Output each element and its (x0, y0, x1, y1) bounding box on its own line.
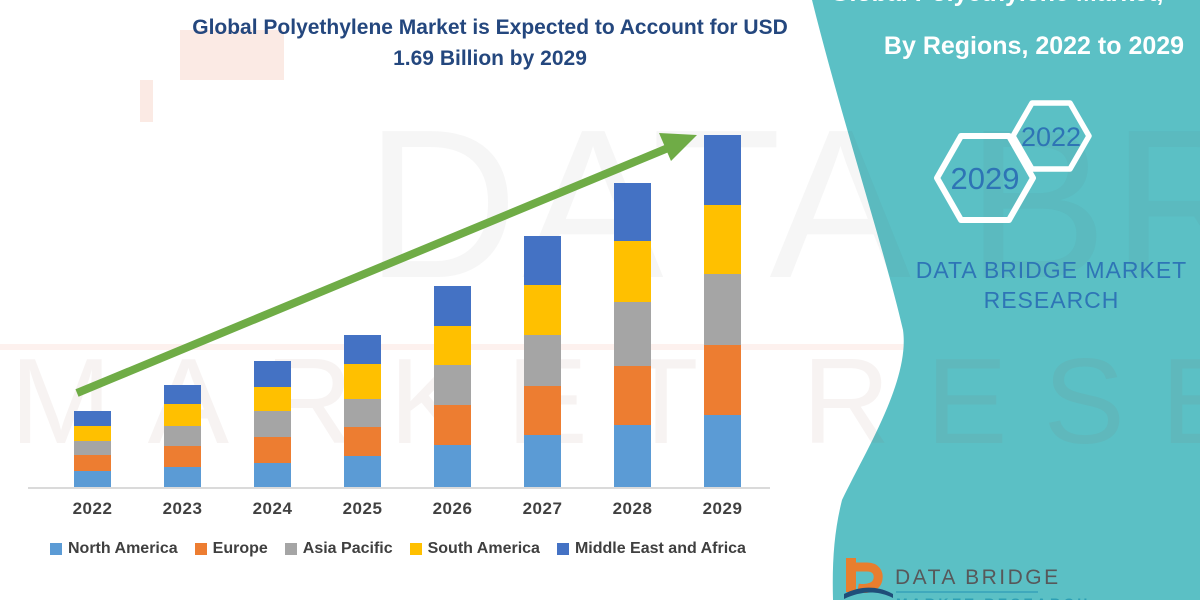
bar-segment-2029-north-america (704, 415, 741, 487)
bar-segment-2027-south-america (524, 285, 561, 335)
legend-swatch (409, 543, 422, 555)
legend-swatch (194, 543, 207, 555)
hexagon-2029-label: 2029 (951, 161, 1020, 196)
bar-segment-2022-south-america (74, 426, 111, 441)
footer-logo: DATA BRIDGE MARKET RESEARCH (843, 554, 1103, 600)
watermark-fragment (140, 80, 153, 122)
legend-swatch (50, 543, 62, 555)
bar-segment-2027-north-america (524, 435, 561, 487)
bar-segment-2029-europe (704, 345, 741, 415)
bar-segment-2027-asia-pacific (524, 335, 561, 386)
x-axis-label-2024: 2024 (252, 499, 293, 518)
bar-segment-2027-middle-east-and-africa (524, 236, 561, 285)
bar-segment-2024-europe (254, 437, 291, 463)
logo-sub-text: MARKET RESEARCH (896, 595, 1091, 600)
bar-segment-2028-south-america (614, 241, 651, 302)
bar-segment-2023-middle-east-and-africa (164, 385, 201, 404)
panel-brand-text: DATA BRIDGE MARKET RESEARCH (900, 255, 1200, 315)
legend-label: Asia Pacific (302, 540, 393, 557)
bar-segment-2022-europe (74, 455, 111, 471)
logo-b-icon (844, 558, 893, 599)
x-axis-label-2028: 2028 (612, 499, 653, 518)
bar-segment-2026-north-america (434, 445, 471, 487)
legend-item-south-america: South America (409, 540, 540, 558)
bar-segment-2028-middle-east-and-africa (614, 183, 651, 241)
bar-segment-2023-asia-pacific (164, 426, 201, 446)
bar-segment-2022-middle-east-and-africa (74, 411, 111, 426)
hexagon-2022-label: 2022 (1021, 122, 1081, 152)
chart-title: Global Polyethylene Market is Expected t… (40, 12, 940, 74)
legend-swatch (284, 543, 297, 555)
bar-segment-2025-middle-east-and-africa (344, 335, 381, 364)
watermark-data-bridge: DATA BRIDGE (365, 85, 1200, 322)
hexagon-2022 (1010, 100, 1092, 172)
legend-label: Europe (212, 540, 268, 557)
panel-brand-line1: DATA BRIDGE MARKET (915, 257, 1188, 283)
bar-segment-2025-north-america (344, 456, 381, 487)
bar-segment-2026-asia-pacific (434, 365, 471, 405)
bar-segment-2025-europe (344, 427, 381, 456)
x-axis-label-2023: 2023 (162, 499, 203, 518)
bar-segment-2024-south-america (254, 387, 291, 411)
panel-brand-line2: RESEARCH (983, 287, 1120, 313)
bar-segment-2028-europe (614, 366, 651, 425)
legend-item-asia-pacific: Asia Pacific (284, 540, 393, 558)
bar-segment-2023-europe (164, 446, 201, 467)
hexagon-2029 (934, 133, 1036, 223)
x-axis-label-2027: 2027 (522, 499, 563, 518)
legend-item-north-america: North America (50, 540, 178, 558)
x-axis-label-2025: 2025 (342, 499, 383, 518)
bar-segment-2023-north-america (164, 467, 201, 487)
legend-swatch (556, 543, 569, 555)
bar-segment-2026-south-america (434, 326, 471, 365)
chart-title-line1: Global Polyethylene Market is Expected t… (192, 16, 788, 39)
bar-segment-2024-north-america (254, 463, 291, 487)
bar-segment-2026-middle-east-and-africa (434, 286, 471, 326)
logo-divider (896, 591, 1038, 593)
bar-segment-2028-asia-pacific (614, 302, 651, 366)
bar-segment-2024-asia-pacific (254, 411, 291, 437)
legend-label: South America (427, 540, 540, 557)
bar-segment-2026-europe (434, 405, 471, 445)
legend-label: Middle East and Africa (574, 540, 746, 557)
bar-segment-2024-middle-east-and-africa (254, 361, 291, 387)
watermark-fragment (180, 30, 284, 80)
x-axis-label-2026: 2026 (432, 499, 473, 518)
bar-segment-2022-north-america (74, 471, 111, 487)
x-axis-label-2022: 2022 (72, 499, 113, 518)
watermark-market-research: MARKET RESEARCH (10, 333, 1200, 469)
x-axis-line (28, 487, 770, 489)
bar-segment-2023-south-america (164, 404, 201, 426)
panel-title-clipped: Global Polyethylene Market, (830, 0, 1163, 8)
bar-segment-2029-middle-east-and-africa (704, 135, 741, 205)
trend-arrow (75, 133, 697, 397)
bar-segment-2029-south-america (704, 205, 741, 274)
chart-title-line2: 1.69 Billion by 2029 (393, 47, 587, 70)
bar-segment-2025-asia-pacific (344, 399, 381, 427)
hexagon-badges: 2029 2022 (934, 100, 1092, 223)
bar-segment-2029-asia-pacific (704, 274, 741, 345)
x-axis-label-2029: 2029 (702, 499, 743, 518)
legend-label: North America (68, 540, 178, 557)
logo-brand-text: DATA BRIDGE (895, 566, 1061, 589)
legend-item-middle-east-and-africa: Middle East and Africa (556, 540, 746, 558)
panel-subtitle: By Regions, 2022 to 2029 (883, 32, 1185, 60)
bar-segment-2025-south-america (344, 364, 381, 399)
legend-item-europe: Europe (194, 540, 268, 558)
bar-segment-2022-asia-pacific (74, 441, 111, 455)
chart-legend: North America Europe Asia Pacific South Ame… (50, 540, 810, 558)
plot-area: 2022 2023 2024 2025 2026 2027 2028 2029 (72, 135, 743, 518)
bar-segment-2027-europe (524, 386, 561, 435)
bar-segment-2028-north-america (614, 425, 651, 487)
